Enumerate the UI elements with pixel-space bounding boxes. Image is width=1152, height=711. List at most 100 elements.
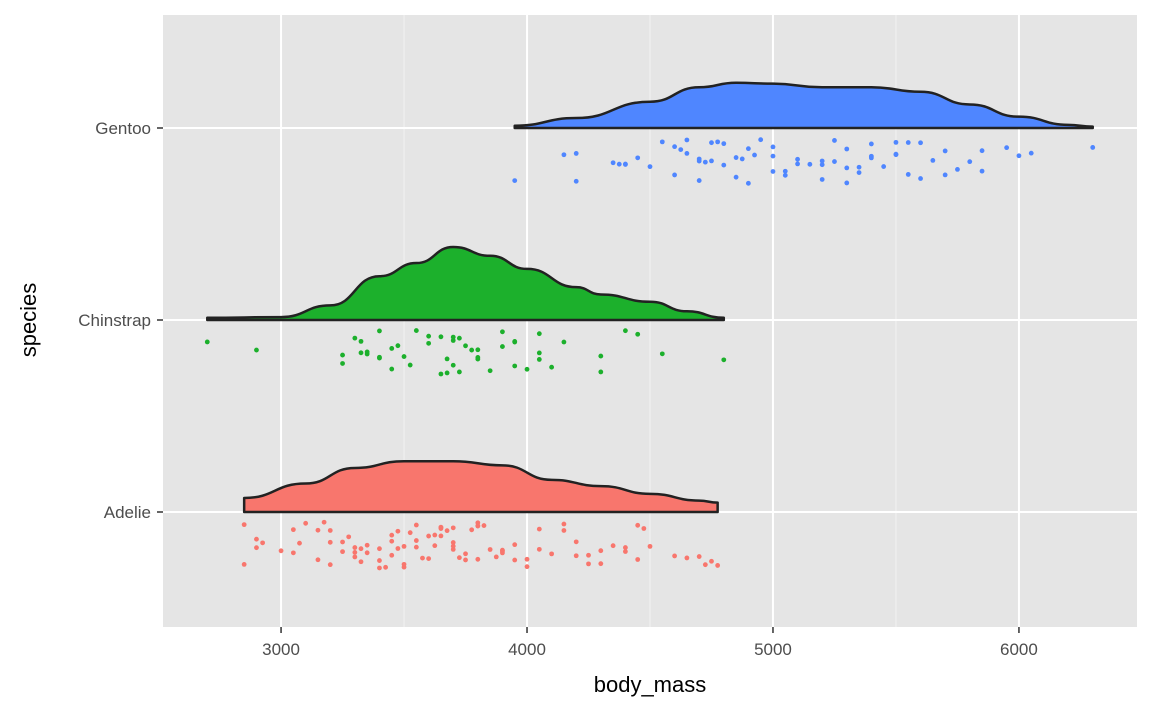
data-point-chinstrap	[444, 370, 450, 376]
data-point-adelie	[290, 550, 296, 556]
data-point-adelie	[647, 543, 653, 549]
data-point-adelie	[672, 553, 677, 559]
x-tick-label: 3000	[262, 640, 300, 659]
data-point-gentoo	[758, 137, 764, 143]
data-point-gentoo	[635, 155, 641, 161]
data-point-adelie	[487, 547, 493, 552]
data-point-gentoo	[795, 156, 800, 162]
data-point-gentoo	[893, 152, 899, 158]
data-point-chinstrap	[659, 351, 665, 357]
data-point-adelie	[709, 558, 714, 564]
data-point-gentoo	[868, 155, 874, 161]
data-point-gentoo	[1016, 153, 1022, 159]
data-point-adelie	[327, 528, 333, 533]
data-point-adelie	[463, 551, 468, 557]
data-point-gentoo	[739, 156, 745, 162]
data-point-adelie	[352, 550, 358, 555]
data-point-gentoo	[942, 148, 948, 154]
data-point-chinstrap	[623, 328, 628, 334]
data-point-adelie	[684, 555, 690, 561]
data-point-adelie	[290, 527, 296, 533]
data-point-gentoo	[623, 162, 628, 167]
data-point-gentoo	[672, 144, 677, 150]
data-point-gentoo	[616, 161, 622, 167]
data-point-adelie	[401, 543, 407, 549]
data-point-adelie	[352, 545, 358, 550]
data-point-adelie	[512, 542, 518, 548]
data-point-gentoo	[832, 138, 837, 143]
data-point-adelie	[586, 561, 591, 567]
data-point-adelie	[438, 524, 444, 530]
data-point-adelie	[241, 561, 247, 567]
x-tick-label: 6000	[1000, 640, 1038, 659]
data-point-adelie	[481, 523, 487, 528]
data-point-adelie	[432, 543, 438, 549]
data-point-adelie	[278, 548, 284, 554]
data-point-chinstrap	[475, 355, 481, 360]
data-point-adelie	[524, 556, 530, 562]
data-point-adelie	[586, 552, 591, 558]
data-point-chinstrap	[450, 362, 456, 368]
data-point-chinstrap	[254, 347, 259, 353]
data-point-adelie	[389, 532, 395, 538]
data-point-adelie	[536, 546, 542, 552]
data-point-gentoo	[770, 169, 776, 174]
data-point-adelie	[450, 540, 456, 545]
data-point-adelie	[377, 558, 382, 563]
axes: 3000 4000 5000 6000 Adelie Chinstrap Gentoo	[78, 119, 1038, 659]
data-point-gentoo	[709, 158, 714, 164]
data-point-chinstrap	[438, 334, 444, 340]
data-point-chinstrap	[450, 338, 456, 343]
data-point-adelie	[340, 549, 345, 555]
data-point-chinstrap	[536, 357, 542, 362]
data-point-chinstrap	[536, 331, 542, 337]
data-point-adelie	[561, 521, 567, 527]
data-point-adelie	[358, 559, 364, 565]
data-point-gentoo	[819, 158, 825, 164]
data-point-adelie	[456, 555, 462, 561]
data-point-gentoo	[819, 177, 825, 182]
data-point-adelie	[549, 551, 555, 557]
data-point-adelie	[395, 528, 401, 534]
data-point-adelie	[426, 533, 432, 539]
data-point-gentoo	[684, 150, 690, 156]
data-point-adelie	[327, 562, 333, 568]
data-point-adelie	[475, 520, 481, 526]
data-point-adelie	[364, 550, 370, 556]
data-point-gentoo	[979, 148, 985, 154]
data-point-gentoo	[709, 140, 714, 146]
data-point-chinstrap	[536, 350, 542, 356]
data-point-adelie	[475, 556, 481, 562]
data-point-adelie	[241, 522, 247, 528]
data-point-chinstrap	[401, 354, 407, 359]
data-point-chinstrap	[500, 329, 505, 335]
data-point-gentoo	[721, 162, 727, 168]
data-point-adelie	[623, 545, 628, 550]
data-point-gentoo	[819, 162, 825, 168]
data-point-chinstrap	[512, 339, 518, 345]
data-point-gentoo	[893, 139, 899, 145]
data-point-adelie	[463, 557, 468, 563]
data-point-gentoo	[1004, 145, 1010, 151]
data-point-chinstrap	[475, 347, 481, 353]
data-point-adelie	[635, 522, 641, 528]
data-point-adelie	[450, 543, 456, 549]
data-point-chinstrap	[364, 351, 370, 357]
data-point-chinstrap	[456, 335, 462, 341]
data-point-adelie	[432, 532, 438, 538]
data-point-adelie	[321, 519, 327, 525]
data-point-adelie	[413, 522, 419, 528]
data-point-chinstrap	[413, 328, 419, 333]
data-point-gentoo	[696, 178, 702, 183]
data-point-gentoo	[647, 164, 653, 170]
data-point-chinstrap	[721, 357, 727, 363]
data-point-gentoo	[678, 147, 684, 152]
data-point-gentoo	[844, 180, 850, 186]
data-point-gentoo	[573, 151, 579, 156]
data-point-adelie	[340, 539, 345, 545]
data-point-gentoo	[1028, 150, 1034, 156]
data-point-chinstrap	[487, 368, 493, 374]
data-point-gentoo	[702, 159, 708, 165]
x-tick-label: 4000	[508, 640, 546, 659]
data-point-gentoo	[721, 141, 727, 147]
